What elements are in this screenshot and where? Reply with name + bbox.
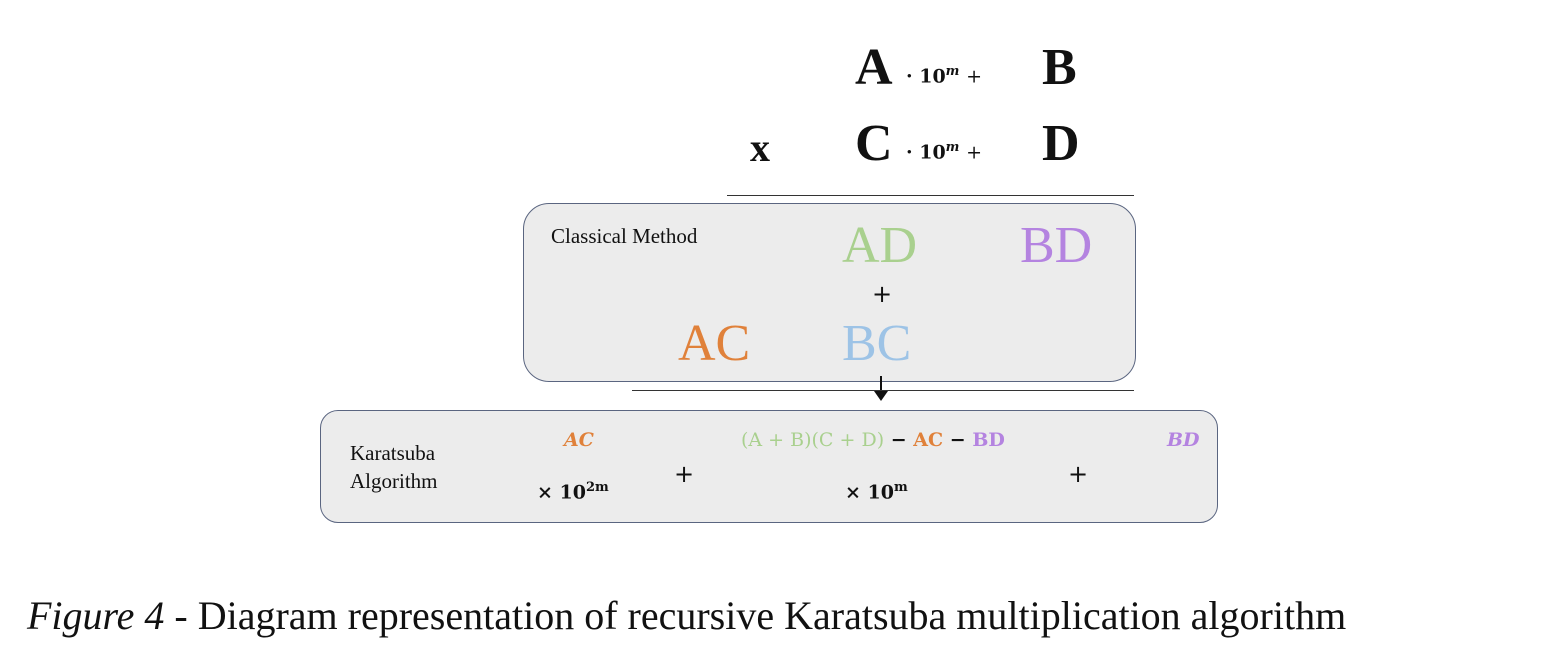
multiplier-exponent: m (893, 480, 908, 495)
term-ac: AC (678, 315, 751, 372)
power-ten-base: · 10 (906, 141, 946, 164)
operand-c: C (855, 115, 893, 172)
karatsuba-plus-1: + (674, 460, 695, 488)
karatsuba-ac-multiplier: × 102m (537, 480, 609, 503)
down-arrow-icon (874, 391, 888, 401)
power-ten-term-2: · 10m + (906, 140, 982, 163)
classical-rule (632, 390, 1134, 391)
power-ten-base: · 10 (906, 65, 946, 88)
term-bd: BD (1020, 217, 1093, 274)
sum-product: (A + B)(C + D) (741, 429, 885, 451)
karatsuba-ac: AC (564, 429, 594, 451)
term-ad: AD (842, 217, 918, 274)
power-ten-term-1: · 10m + (906, 64, 982, 87)
minus-sign: − (949, 429, 966, 451)
figure-number: Figure 4 (27, 593, 165, 638)
karatsuba-box (320, 410, 1218, 523)
karatsuba-bd: BD (1167, 429, 1200, 451)
karatsuba-middle-multiplier: × 10m (845, 480, 908, 503)
power-ten-exponent: m (945, 140, 960, 155)
classical-plus: + (872, 280, 893, 308)
classical-method-box (523, 203, 1136, 382)
down-arrow-shaft (880, 376, 882, 392)
caption-text: - Diagram representation of recursive Ka… (164, 593, 1347, 638)
middle-ac: AC (913, 429, 944, 451)
operand-b: B (1042, 39, 1077, 96)
times-sign: x (750, 125, 770, 170)
multiplier-exponent: 2m (585, 480, 609, 495)
multiplication-rule (727, 195, 1134, 196)
term-bc: BC (842, 315, 912, 372)
power-ten-exponent: m (945, 64, 960, 79)
multiplier-base: × 10 (537, 481, 586, 504)
figure-caption: Figure 4 - Diagram representation of rec… (27, 592, 1346, 639)
minus-sign: − (890, 429, 907, 451)
karatsuba-label-line1: Karatsuba (350, 441, 436, 465)
karatsuba-middle-term: (A + B)(C + D) − AC − BD (741, 429, 1005, 451)
plus-sign: + (966, 141, 982, 164)
classical-method-label: Classical Method (551, 224, 698, 248)
operand-d: D (1042, 115, 1080, 172)
karatsuba-plus-2: + (1068, 460, 1089, 488)
karatsuba-label-line2: Algorithm (350, 469, 438, 493)
plus-sign: + (966, 65, 982, 88)
middle-bd: BD (972, 429, 1005, 451)
multiplier-base: × 10 (845, 481, 894, 504)
operand-a: A (855, 39, 893, 96)
